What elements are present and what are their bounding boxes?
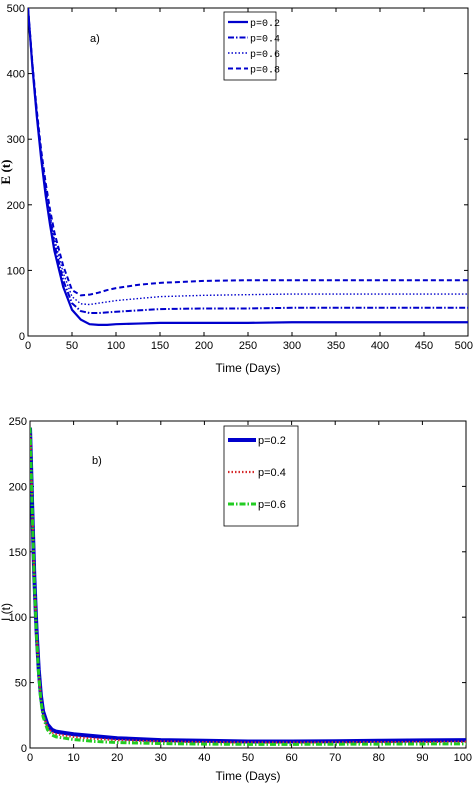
legend-box-b — [223, 425, 299, 527]
y-tick-label: 500 — [7, 3, 25, 15]
y-tick-label: 100 — [7, 265, 25, 277]
legend-label: p=0.6 — [250, 50, 280, 61]
y-tick-label: 200 — [7, 200, 25, 212]
legend-label: p=0.4 — [258, 467, 286, 479]
x-tick-label: 0 — [27, 752, 33, 764]
x-tick-label: 100 — [454, 752, 472, 764]
series-line-p-0-4 — [30, 427, 466, 744]
y-axis-label-a: E (t) — [0, 160, 13, 185]
x-tick-label: 400 — [371, 340, 389, 352]
x-tick-label: 150 — [151, 340, 169, 352]
x-tick-label: 350 — [327, 340, 345, 352]
x-tick-label: 40 — [198, 752, 210, 764]
y-tick-label: 50 — [15, 678, 27, 690]
x-tick-label: 20 — [111, 752, 123, 764]
y-axis-label-b: I (t) — [0, 603, 13, 621]
x-tick-label: 10 — [67, 752, 79, 764]
series-line-p-0-8 — [28, 8, 468, 297]
x-axis-label-a: Time (Days) — [216, 361, 281, 375]
legend-label: p=0.2 — [250, 19, 280, 30]
x-tick-label: 500 — [455, 340, 473, 352]
legend-label: p=0.4 — [250, 35, 280, 46]
series-line-p-0-4 — [28, 8, 468, 315]
x-tick-label: 300 — [283, 340, 301, 352]
y-tick-label: 0 — [19, 331, 25, 343]
y-tick-label: 150 — [9, 547, 27, 559]
x-tick-label: 0 — [25, 340, 31, 352]
panel-label-b: b) — [92, 455, 102, 467]
x-tick-label: 50 — [66, 340, 78, 352]
panel-label-a: a) — [90, 33, 100, 45]
y-tick-label: 250 — [9, 416, 27, 428]
chart-a: 0 50 100 150 200 250 300 350 400 450 500 0 100 200 300… — [0, 3, 473, 375]
x-tick-label: 60 — [285, 752, 297, 764]
series-line-p-0-6 — [30, 427, 466, 746]
x-tick-label: 30 — [155, 752, 167, 764]
x-tick-label: 50 — [242, 752, 254, 764]
legend-label: p=0.8 — [250, 66, 280, 77]
x-axis-label-b: Time (Days) — [216, 769, 281, 783]
x-tick-label: 80 — [373, 752, 385, 764]
x-tick-label: 200 — [195, 340, 213, 352]
x-tick-label: 250 — [239, 340, 257, 352]
x-tick-label: 70 — [329, 752, 341, 764]
x-tick-label: 450 — [415, 340, 433, 352]
y-tick-label: 300 — [7, 134, 25, 146]
y-tick-label: 0 — [21, 743, 27, 755]
legend-label: p=0.2 — [258, 435, 286, 447]
y-tick-label: 400 — [7, 69, 25, 81]
x-tick-label: 90 — [416, 752, 428, 764]
y-tick-label: 200 — [9, 481, 27, 493]
chart-b: 0 10 20 30 40 50 60 70 80 90 100 0 50 100 150 200 250 b)… — [0, 416, 472, 783]
legend-a: p=0.2 p=0.4 p=0.6 p=0.8 — [223, 11, 280, 81]
y-tick-label: 100 — [9, 612, 27, 624]
x-tick-label: 100 — [107, 340, 125, 352]
legend-b: p=0.2 p=0.4 p=0.6 — [223, 425, 299, 527]
legend-label: p=0.6 — [258, 499, 286, 511]
